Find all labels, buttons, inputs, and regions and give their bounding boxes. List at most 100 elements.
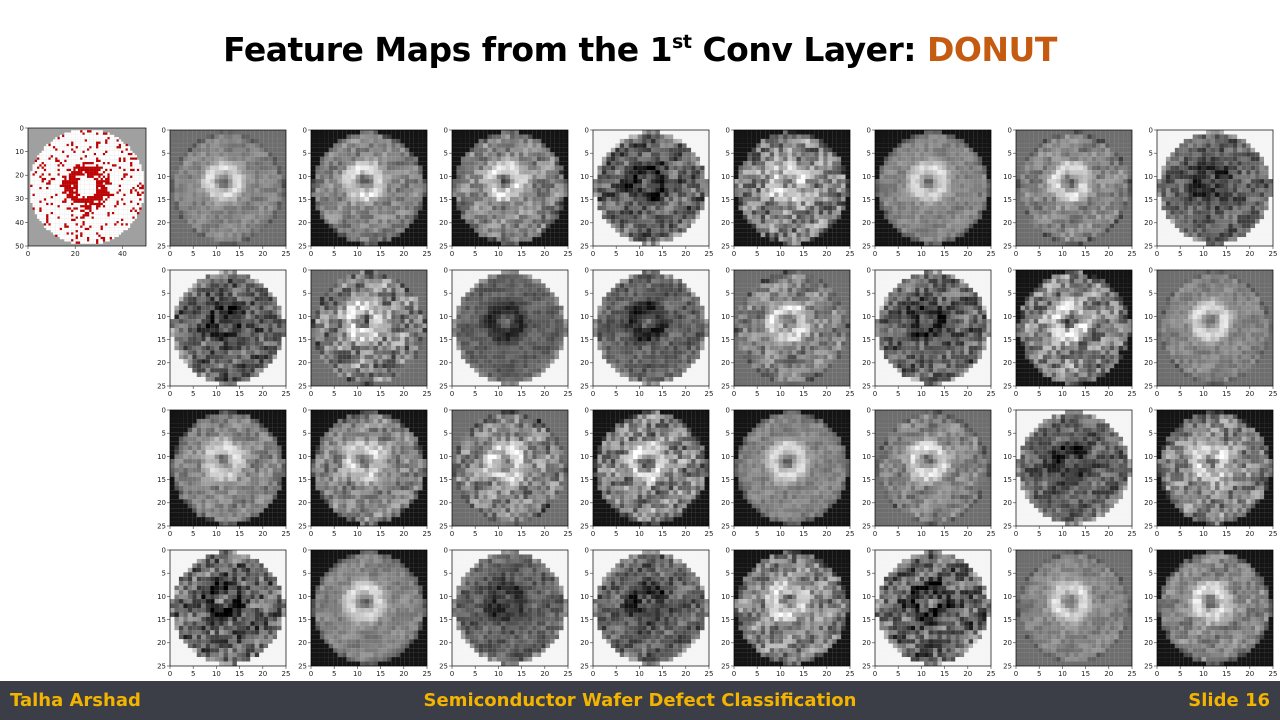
y-tick-label: 15 xyxy=(580,196,589,204)
x-tick-label: 0 xyxy=(450,530,454,538)
x-tick-label: 20 xyxy=(1104,670,1113,678)
x-tick-label: 10 xyxy=(1058,390,1067,398)
y-tick-label: 10 xyxy=(580,453,589,461)
x-tick-label: 10 xyxy=(917,250,926,258)
x-tick-label: 5 xyxy=(332,530,336,538)
y-tick-label: 5 xyxy=(1008,430,1012,438)
title-rest: Conv Layer: xyxy=(691,30,927,69)
x-tick-label: 25 xyxy=(1128,530,1137,538)
y-tick-label: 0 xyxy=(444,406,448,414)
x-tick-label: 20 xyxy=(258,390,267,398)
y-tick-label: 25 xyxy=(1144,382,1153,390)
y-tick-label: 15 xyxy=(1144,476,1153,484)
y-tick-label: 20 xyxy=(1003,359,1012,367)
feature-map-25: 0 5 10 15 20 25 0 5 10 15 20 25 xyxy=(150,546,290,678)
x-tick-label: 5 xyxy=(473,390,477,398)
x-tick-label: 0 xyxy=(26,250,30,258)
input-wafer-map: 0 10 20 30 40 50 0 20 40 xyxy=(8,124,150,258)
x-tick-label: 0 xyxy=(168,390,172,398)
x-tick-label: 25 xyxy=(423,250,432,258)
y-tick-label: 15 xyxy=(1144,616,1153,624)
footer-bar: Talha Arshad Semiconductor Wafer Defect … xyxy=(0,681,1280,720)
y-tick-label: 25 xyxy=(721,242,730,250)
feature-map-pixels xyxy=(311,550,428,667)
x-tick-label: 25 xyxy=(705,250,714,258)
y-tick-label: 20 xyxy=(1003,499,1012,507)
y-tick-label: 25 xyxy=(157,662,166,670)
x-tick-label: 10 xyxy=(635,390,644,398)
x-tick-label: 15 xyxy=(376,670,385,678)
y-tick-label: 5 xyxy=(444,290,448,298)
x-tick-label: 25 xyxy=(564,390,573,398)
y-tick-label: 5 xyxy=(303,150,307,158)
x-tick-label: 20 xyxy=(258,250,267,258)
y-tick-label: 20 xyxy=(862,639,871,647)
x-tick-label: 10 xyxy=(1199,530,1208,538)
x-tick-label: 25 xyxy=(705,390,714,398)
x-tick-label: 10 xyxy=(212,530,221,538)
x-tick-label: 25 xyxy=(282,530,291,538)
y-tick-label: 5 xyxy=(1008,150,1012,158)
x-tick-label: 25 xyxy=(1269,530,1278,538)
feature-map-14: 0 5 10 15 20 25 0 5 10 15 20 25 xyxy=(855,266,995,398)
x-tick-label: 25 xyxy=(282,390,291,398)
x-tick-label: 0 xyxy=(1155,390,1159,398)
x-tick-label: 25 xyxy=(1128,390,1137,398)
x-tick-label: 20 xyxy=(258,670,267,678)
x-tick-label: 10 xyxy=(776,250,785,258)
x-tick-label: 20 xyxy=(1104,250,1113,258)
y-tick-label: 0 xyxy=(444,546,448,554)
y-tick-label: 0 xyxy=(303,266,307,274)
y-tick-label: 20 xyxy=(439,499,448,507)
feature-map-5: 0 5 10 15 20 25 0 5 10 15 20 25 xyxy=(714,126,854,258)
x-tick-label: 0 xyxy=(450,670,454,678)
x-tick-label: 15 xyxy=(658,530,667,538)
y-tick-label: 10 xyxy=(1144,453,1153,461)
y-tick-label: 10 xyxy=(1003,593,1012,601)
y-tick-label: 5 xyxy=(303,290,307,298)
x-tick-label: 5 xyxy=(1178,530,1182,538)
y-tick-label: 30 xyxy=(15,195,24,203)
y-tick-label: 5 xyxy=(1149,430,1153,438)
y-tick-label: 0 xyxy=(867,266,871,274)
x-tick-label: 5 xyxy=(191,250,195,258)
x-tick-label: 20 xyxy=(822,250,831,258)
feature-map-pixels xyxy=(452,410,569,527)
feature-map-30: 0 5 10 15 20 25 0 5 10 15 20 25 xyxy=(855,546,995,678)
y-tick-label: 0 xyxy=(303,546,307,554)
y-tick-label: 25 xyxy=(439,382,448,390)
y-tick-label: 5 xyxy=(726,290,730,298)
y-tick-label: 25 xyxy=(721,522,730,530)
y-tick-label: 25 xyxy=(157,382,166,390)
y-tick-label: 15 xyxy=(157,476,166,484)
feature-map-pixels xyxy=(593,270,710,387)
y-tick-label: 5 xyxy=(726,570,730,578)
y-tick-label: 20 xyxy=(439,359,448,367)
y-tick-label: 20 xyxy=(1144,639,1153,647)
y-tick-label: 25 xyxy=(721,382,730,390)
x-tick-label: 15 xyxy=(940,670,949,678)
x-tick-label: 0 xyxy=(450,250,454,258)
y-tick-label: 20 xyxy=(157,219,166,227)
y-tick-label: 5 xyxy=(726,150,730,158)
feature-map-28: 0 5 10 15 20 25 0 5 10 15 20 25 xyxy=(573,546,713,678)
x-tick-label: 5 xyxy=(1178,670,1182,678)
x-tick-label: 0 xyxy=(732,390,736,398)
x-tick-label: 15 xyxy=(1081,390,1090,398)
y-tick-label: 15 xyxy=(580,476,589,484)
y-tick-label: 10 xyxy=(157,173,166,181)
feature-map-pixels xyxy=(875,130,992,247)
y-tick-label: 15 xyxy=(580,336,589,344)
feature-map-19: 0 5 10 15 20 25 0 5 10 15 20 25 xyxy=(432,406,572,538)
x-tick-label: 20 xyxy=(963,390,972,398)
y-tick-label: 25 xyxy=(580,522,589,530)
x-tick-label: 20 xyxy=(963,530,972,538)
